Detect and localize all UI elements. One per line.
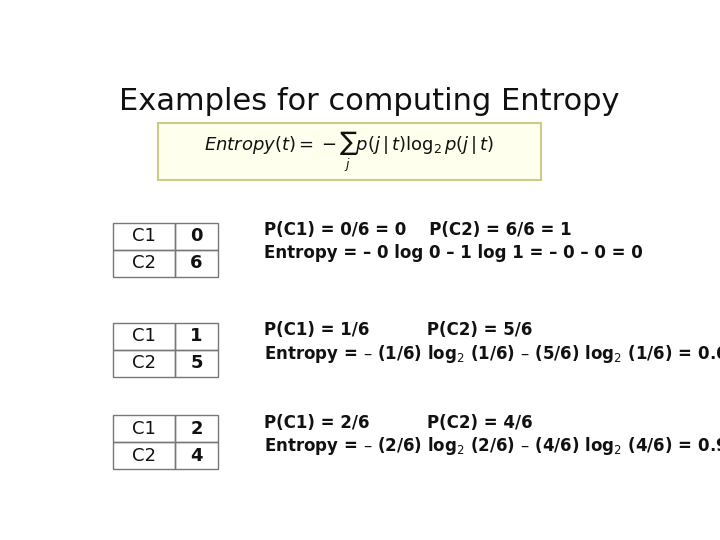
Text: P(C1) = 2/6          P(C2) = 4/6: P(C1) = 2/6 P(C2) = 4/6 — [264, 414, 533, 432]
Bar — [113, 249, 175, 276]
Text: Entropy = – 0 log 0 – 1 log 1 = – 0 – 0 = 0: Entropy = – 0 log 0 – 1 log 1 = – 0 – 0 … — [264, 245, 643, 262]
Text: P(C1) = 0/6 = 0    P(C2) = 6/6 = 1: P(C1) = 0/6 = 0 P(C2) = 6/6 = 1 — [264, 221, 572, 239]
Text: 4: 4 — [190, 447, 203, 464]
Text: C2: C2 — [132, 354, 156, 372]
Text: 0: 0 — [190, 227, 203, 245]
Bar — [113, 222, 175, 249]
Bar — [175, 323, 218, 350]
Text: Entropy = – (2/6) log$_2$ (2/6) – (4/6) log$_2$ (4/6) = 0.92: Entropy = – (2/6) log$_2$ (2/6) – (4/6) … — [264, 435, 720, 457]
Text: C1: C1 — [132, 420, 156, 437]
Bar — [175, 442, 218, 469]
Bar — [113, 323, 175, 350]
Text: 6: 6 — [190, 254, 203, 272]
Bar — [113, 442, 175, 469]
Text: 5: 5 — [190, 354, 203, 372]
Text: C2: C2 — [132, 447, 156, 464]
Bar — [175, 350, 218, 377]
FancyBboxPatch shape — [158, 123, 541, 180]
Text: P(C1) = 1/6          P(C2) = 5/6: P(C1) = 1/6 P(C2) = 5/6 — [264, 321, 533, 340]
Text: Entropy = – (1/6) log$_2$ (1/6) – (5/6) log$_2$ (1/6) = 0.65: Entropy = – (1/6) log$_2$ (1/6) – (5/6) … — [264, 342, 720, 365]
Bar — [113, 415, 175, 442]
Bar — [113, 350, 175, 377]
Text: Examples for computing Entropy: Examples for computing Entropy — [119, 87, 619, 116]
Text: 2: 2 — [190, 420, 203, 437]
Bar — [175, 415, 218, 442]
Text: 1: 1 — [190, 327, 203, 345]
Bar — [175, 222, 218, 249]
Text: C2: C2 — [132, 254, 156, 272]
Text: C1: C1 — [132, 227, 156, 245]
Bar — [175, 249, 218, 276]
Text: C1: C1 — [132, 327, 156, 345]
Text: $\mathit{Entropy}(t) = -\sum_j p(j\,|\,t)\log_2 p(j\,|\,t)$: $\mathit{Entropy}(t) = -\sum_j p(j\,|\,t… — [204, 130, 495, 174]
